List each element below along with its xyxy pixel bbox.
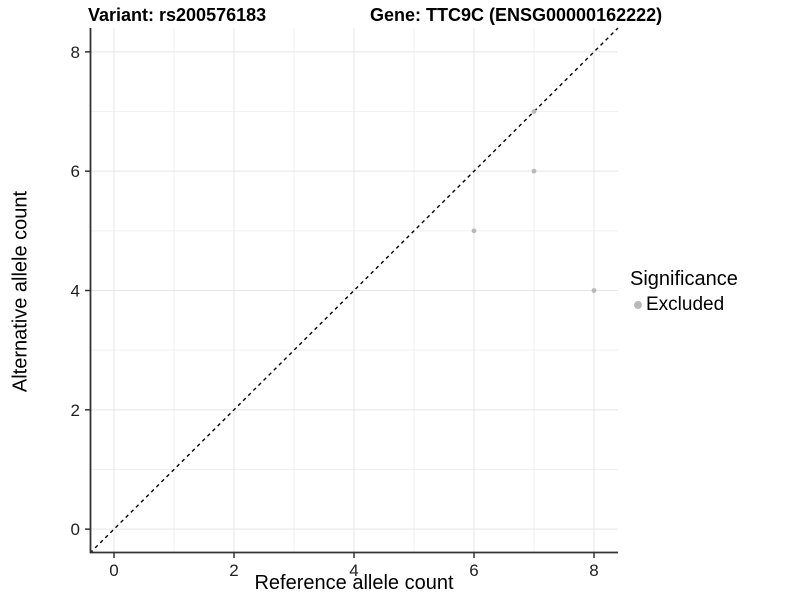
legend-title: Significance [630, 268, 738, 290]
svg-text:4: 4 [349, 561, 358, 580]
excluded-point-icon [634, 301, 642, 309]
x-axis-title: Reference allele count [254, 572, 454, 594]
legend: Significance Excluded [630, 268, 738, 316]
scatter-chart-svg: 0 2 4 6 8 0 2 4 6 8 [71, 27, 619, 580]
plot-title-gene: Gene: TTC9C (ENSG00000162222) [370, 5, 663, 25]
plot-panel: 0 2 4 6 8 0 2 4 6 8 [71, 27, 619, 580]
svg-text:6: 6 [71, 162, 80, 181]
legend-item-label: Excluded [646, 294, 725, 315]
svg-text:4: 4 [71, 282, 80, 301]
legend-item-excluded: Excluded [630, 294, 738, 316]
y-axis-title: Alternative allele count [9, 190, 32, 393]
svg-text:0: 0 [109, 561, 118, 580]
svg-text:8: 8 [589, 561, 598, 580]
svg-text:8: 8 [71, 43, 80, 62]
svg-text:0: 0 [71, 520, 80, 539]
svg-text:2: 2 [71, 401, 80, 420]
plot-title-variant: Variant: rs200576183 [88, 5, 267, 25]
svg-text:6: 6 [469, 561, 478, 580]
svg-text:2: 2 [229, 561, 238, 580]
